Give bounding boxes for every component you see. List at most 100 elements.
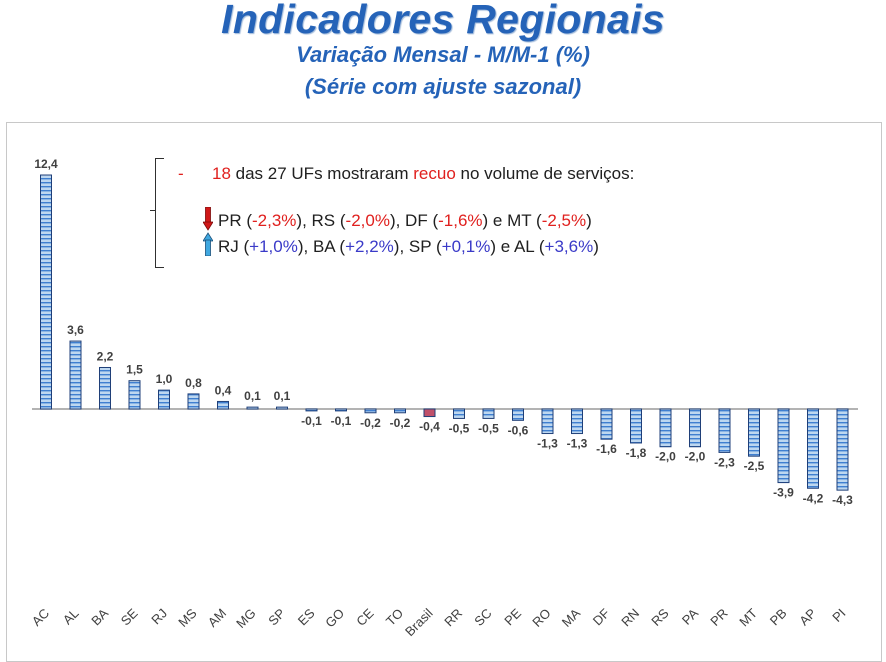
bar-ac [40,174,52,410]
value-label-ro: -1,3 [537,437,558,451]
gainers-segment: +1,0% [249,237,298,256]
value-label-to: -0,2 [390,416,411,430]
bar-mg [246,406,259,410]
value-label-rj: 1,0 [156,372,173,386]
bar-ba [99,366,111,410]
value-label-rn: -1,8 [626,446,647,460]
bar-es [305,408,318,412]
category-label-ba: BA [88,605,111,628]
bar-rj [158,389,170,410]
decliners-segment: PR ( [218,211,252,230]
category-label-ma: MA [559,605,584,630]
category-label-pr: PR [707,606,730,629]
bar-rn [630,408,642,444]
category-label-se: SE [118,605,141,628]
bar-pb [777,408,790,484]
annotation-decliners: PR (-2,3%), RS (-2,0%), DF (-1,6%) e MT … [218,211,592,231]
category-label-rr: RR [441,606,465,630]
value-label-pe: -0,6 [508,423,529,437]
annotation-dash: - [178,164,184,183]
value-label-rs: -2,0 [655,450,676,464]
value-label-go: -0,1 [331,414,352,428]
value-label-pr: -2,3 [714,455,735,469]
gainers-segment: +0,1% [441,237,491,256]
decliners-segment: -1,6% [438,211,483,230]
value-label-se: 1,5 [126,363,143,377]
value-label-pi: -4,3 [832,493,853,507]
blue-up-arrow-icon [203,232,213,256]
value-label-es: -0,1 [301,414,322,428]
category-label-pe: PE [501,605,524,628]
category-label-pb: PB [767,606,790,629]
decliners-segment: ), RS ( [296,211,346,230]
value-label-ce: -0,2 [360,416,381,430]
category-label-go: GO [322,606,347,631]
bar-mt [748,408,760,457]
gainers-segment: +2,2% [345,237,394,256]
category-label-rs: RS [648,605,672,629]
bar-pr [718,408,731,453]
category-label-ac: AC [29,606,52,629]
category-label-brasil: Brasil [402,605,436,639]
subtitle-seasonal: (Série com ajuste sazonal) [304,74,582,99]
bar-ma [571,408,583,435]
category-label-mg: MG [233,606,258,631]
bar-go [335,408,347,412]
category-label-rj: RJ [148,606,170,628]
category-label-ro: RO [529,606,553,630]
annotation-summary: - 18 das 27 UFs mostraram recuo no volume… [178,164,634,184]
category-label-ap: AP [796,606,819,629]
bar-rs [659,408,672,448]
decliners-segment: -2,0% [345,211,390,230]
category-label-es: ES [295,605,318,628]
gainers-segment: ), BA ( [297,237,346,256]
value-label-df: -1,6 [596,442,617,456]
category-label-ce: CE [353,605,377,629]
bar-al [69,340,82,410]
value-label-pa: -2,0 [685,450,706,464]
annotation-gainers: RJ (+1,0%), BA (+2,2%), SP (+0,1%) e AL … [218,237,599,257]
bar-pi [836,408,849,491]
decliners-segment: ) [586,211,592,230]
bar-se [128,380,141,410]
category-label-sc: SC [471,606,494,629]
category-label-to: TO [383,606,406,629]
value-label-ma: -1,3 [567,437,588,451]
value-label-brasil: -0,4 [419,420,440,434]
category-label-df: DF [590,605,613,628]
bar-sp [276,406,288,410]
annotation-text-a: das 27 UFs mostraram [230,164,414,183]
bar-pa [689,408,701,448]
subtitle-variation: Variação Mensal - M/M-1 (%) [296,42,590,67]
page-title: Indicadores Regionais [221,0,665,42]
value-label-ac: 12,4 [34,157,58,171]
category-label-pa: PA [679,605,701,627]
value-label-al: 3,6 [67,323,84,337]
annotation-text-b: no volume de serviços: [455,164,635,183]
gainers-segment: RJ ( [218,237,250,256]
value-label-mg: 0,1 [244,389,261,403]
red-down-arrow-icon [203,207,213,231]
gainers-segment: +3,6% [544,237,594,256]
decliners-segment: -2,5% [541,211,587,230]
decliners-segment: ), DF ( [389,211,439,230]
bar-ms [187,393,200,410]
annotation-brace-tip [150,210,156,211]
bar-rr [453,408,465,419]
category-label-ms: MS [175,605,200,630]
decliners-segment: ) e MT ( [482,211,542,230]
annotation-brace [155,158,164,268]
annotation-highlight: recuo [413,164,456,183]
value-label-mt: -2,5 [744,459,765,473]
bar-pe [512,408,524,421]
value-label-am: 0,4 [215,383,232,397]
value-label-ap: -4,2 [803,491,824,505]
gainers-segment: ), SP ( [393,237,442,256]
bar-brasil [423,408,436,418]
bar-am [217,400,229,410]
value-label-rr: -0,5 [449,421,470,435]
value-label-pb: -3,9 [773,486,794,500]
bar-df [600,408,613,440]
bar-ce [364,408,377,414]
